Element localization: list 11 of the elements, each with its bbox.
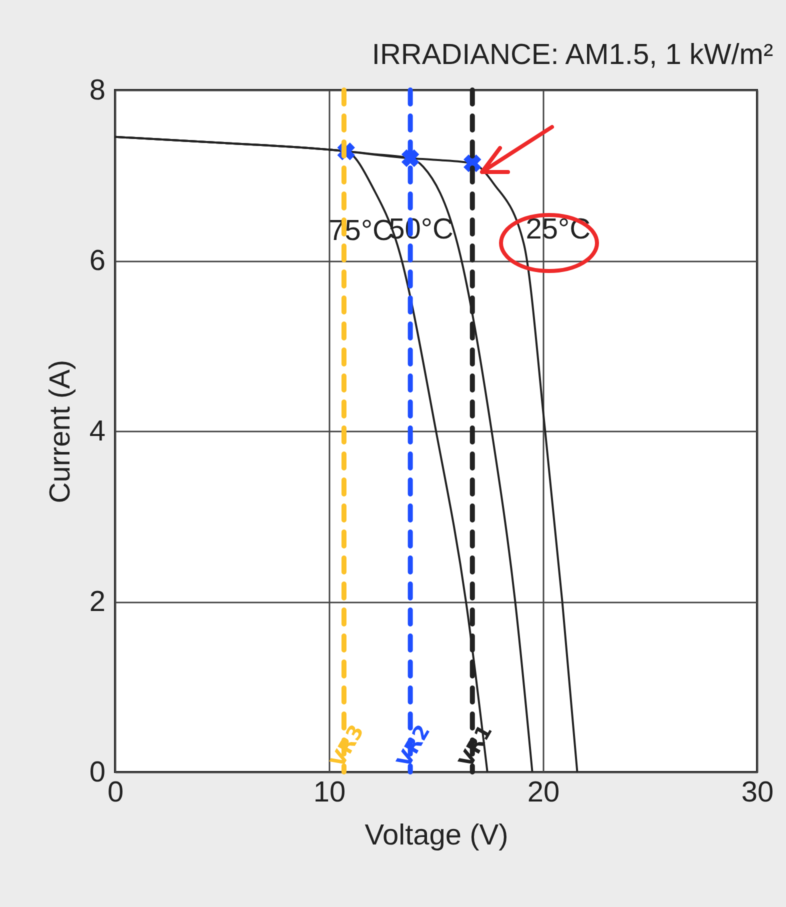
y-tick-label: 6 xyxy=(89,245,106,277)
chart-title: IRRADIANCE: AM1.5, 1 kW/m² xyxy=(372,39,774,71)
y-tick-label: 2 xyxy=(89,586,106,618)
x-tick-label: 20 xyxy=(527,776,560,808)
y-tick-label: 0 xyxy=(89,756,106,788)
x-tick-label: 10 xyxy=(313,776,346,808)
y-axis-title: Current (A) xyxy=(44,360,76,504)
x-axis-title: Voltage (V) xyxy=(364,820,508,852)
x-tick-label: 30 xyxy=(741,776,774,808)
y-tick-label: 4 xyxy=(89,416,106,448)
y-tick-label: 8 xyxy=(89,74,106,106)
